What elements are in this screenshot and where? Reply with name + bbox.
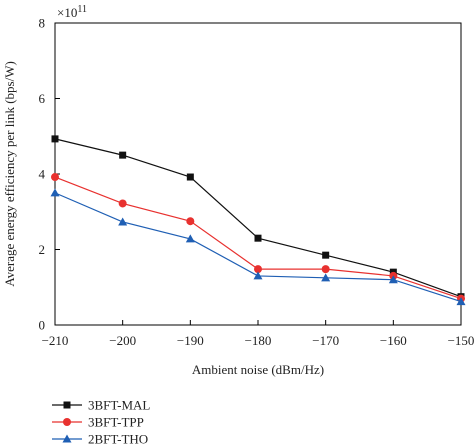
data-point-3bft-mal xyxy=(119,151,127,159)
x-tick-label: −190 xyxy=(177,333,204,348)
x-tick-label: −180 xyxy=(245,333,272,348)
y-tick-label: 2 xyxy=(39,242,46,257)
legend-item-2bft-tho: 2BFT-THO xyxy=(52,432,148,445)
data-point-3bft-tpp xyxy=(186,217,195,226)
plot-area xyxy=(54,22,462,326)
data-point-2bft-tho xyxy=(456,297,466,306)
y-axis-multiplier-base: ×10 xyxy=(57,5,77,20)
legend-marker-3bft-mal xyxy=(63,401,71,409)
data-point-3bft-mal xyxy=(322,251,330,259)
series-line-2bft-tho xyxy=(54,192,462,303)
axis-ticks: −210 −200 −190 −180 −170 −160 −150 0 2 4 6 8 xyxy=(39,16,474,349)
legend-item-3bft-tpp: 3BFT-TPP xyxy=(52,415,144,430)
x-tick-label: −200 xyxy=(109,333,136,348)
data-point-2bft-tho xyxy=(118,217,128,226)
data-point-2bft-tho xyxy=(185,234,195,243)
series-layer xyxy=(50,135,466,306)
x-axis-title: Ambient noise (dBm/Hz) xyxy=(192,362,324,377)
y-axis-multiplier: ×1011 xyxy=(57,4,87,20)
x-tick-label: −160 xyxy=(380,333,407,348)
data-point-2bft-tho xyxy=(50,188,60,197)
data-point-3bft-tpp xyxy=(254,265,262,274)
legend-marker-2bft-tho xyxy=(62,434,72,443)
y-tick-label: 4 xyxy=(39,167,46,182)
legend-marker-3bft-tpp xyxy=(63,418,71,426)
x-tick-label: −150 xyxy=(448,333,474,348)
legend-label-3bft-tpp: 3BFT-TPP xyxy=(88,415,144,430)
plot-frame xyxy=(54,22,462,326)
y-axis-multiplier-exponent: 11 xyxy=(77,4,87,15)
data-point-3bft-tpp xyxy=(51,173,59,182)
data-point-3bft-mal xyxy=(51,135,59,143)
x-tick-label: −170 xyxy=(312,333,339,348)
y-tick-label: 8 xyxy=(39,16,46,31)
data-point-3bft-tpp xyxy=(118,199,127,208)
legend-label-3bft-mal: 3BFT-MAL xyxy=(88,398,150,413)
data-point-3bft-mal xyxy=(254,234,262,242)
legend-label-2bft-tho: 2BFT-THO xyxy=(88,432,148,445)
data-point-2bft-tho xyxy=(321,273,331,282)
legend: 3BFT-MAL 3BFT-TPP 2BFT-THO xyxy=(52,398,150,445)
data-point-3bft-mal xyxy=(186,173,194,181)
y-axis-title: Average energy efficiency per link (bps/… xyxy=(2,61,17,287)
series-2bft-tho xyxy=(50,188,466,306)
y-tick-label: 0 xyxy=(39,318,46,333)
x-tick-label: −210 xyxy=(42,333,69,348)
legend-item-3bft-mal: 3BFT-MAL xyxy=(52,398,150,413)
y-tick-label: 6 xyxy=(39,91,46,106)
data-point-2bft-tho xyxy=(388,275,398,284)
data-point-2bft-tho xyxy=(253,271,263,280)
data-point-3bft-tpp xyxy=(321,265,330,274)
